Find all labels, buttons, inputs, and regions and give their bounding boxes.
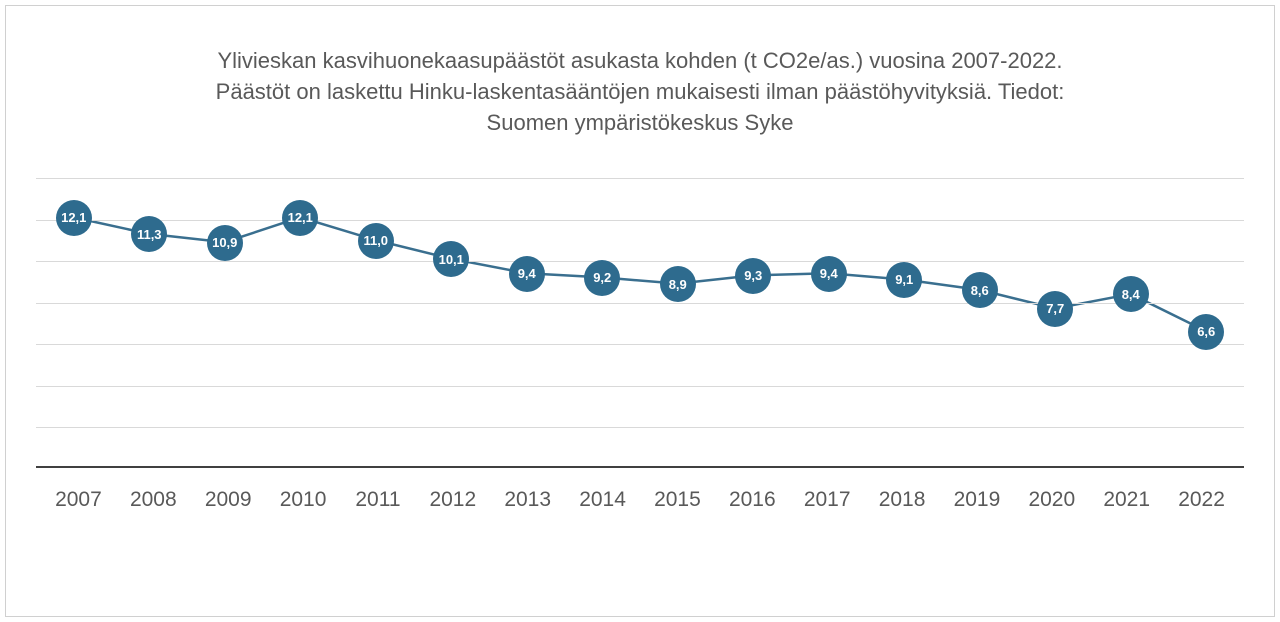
marker: 11,0 bbox=[358, 223, 394, 259]
marker: 9,4 bbox=[509, 256, 545, 292]
marker-label: 12,1 bbox=[288, 210, 313, 225]
gridline bbox=[36, 178, 1244, 179]
x-axis-label: 2009 bbox=[191, 488, 266, 512]
x-axis-label: 2016 bbox=[715, 488, 790, 512]
x-axis-label: 2014 bbox=[565, 488, 640, 512]
gridline bbox=[36, 344, 1244, 345]
data-point: 11,0 bbox=[358, 223, 394, 259]
gridline bbox=[36, 386, 1244, 387]
marker-label: 9,4 bbox=[518, 266, 536, 281]
x-axis-label: 2022 bbox=[1164, 488, 1239, 512]
x-axis-label: 2007 bbox=[41, 488, 116, 512]
marker-label: 8,6 bbox=[971, 283, 989, 298]
marker-label: 8,9 bbox=[669, 277, 687, 292]
data-point: 7,7 bbox=[1037, 291, 1073, 327]
data-point: 8,4 bbox=[1113, 276, 1149, 312]
marker: 6,6 bbox=[1188, 314, 1224, 350]
data-point: 9,4 bbox=[509, 256, 545, 292]
marker-label: 11,0 bbox=[363, 233, 388, 248]
data-point: 12,1 bbox=[56, 200, 92, 236]
x-axis-label: 2020 bbox=[1014, 488, 1089, 512]
x-axis-label: 2018 bbox=[865, 488, 940, 512]
marker-label: 9,4 bbox=[820, 266, 838, 281]
x-axis-label: 2021 bbox=[1089, 488, 1164, 512]
marker: 9,3 bbox=[735, 258, 771, 294]
data-point: 8,9 bbox=[660, 266, 696, 302]
data-point: 11,3 bbox=[131, 216, 167, 252]
data-point: 9,3 bbox=[735, 258, 771, 294]
data-point: 9,4 bbox=[811, 256, 847, 292]
x-axis-labels: 2007200820092010201120122013201420152016… bbox=[36, 488, 1244, 512]
marker-label: 9,1 bbox=[895, 272, 913, 287]
marker: 10,1 bbox=[433, 241, 469, 277]
marker-label: 11,3 bbox=[137, 227, 162, 242]
marker: 7,7 bbox=[1037, 291, 1073, 327]
x-axis-label: 2017 bbox=[790, 488, 865, 512]
marker: 12,1 bbox=[282, 200, 318, 236]
chart-container: Ylivieskan kasvihuonekaasupäästöt asukas… bbox=[5, 5, 1275, 617]
marker-label: 10,1 bbox=[439, 252, 464, 267]
x-axis-label: 2015 bbox=[640, 488, 715, 512]
marker-label: 6,6 bbox=[1197, 324, 1215, 339]
plot-area: 12,1 11,3 10,9 12,1 11,0 10,1 9,4 9,2 8,9 9,3 9,4 9… bbox=[36, 178, 1244, 468]
marker-label: 9,2 bbox=[593, 270, 611, 285]
x-axis-label: 2011 bbox=[341, 488, 416, 512]
marker-label: 8,4 bbox=[1122, 287, 1140, 302]
marker-label: 12,1 bbox=[61, 210, 86, 225]
data-point: 10,1 bbox=[433, 241, 469, 277]
data-point: 10,9 bbox=[207, 225, 243, 261]
data-point: 6,6 bbox=[1188, 314, 1224, 350]
x-axis-label: 2010 bbox=[266, 488, 341, 512]
x-axis-label: 2019 bbox=[940, 488, 1015, 512]
data-point: 9,1 bbox=[886, 262, 922, 298]
data-point: 12,1 bbox=[282, 200, 318, 236]
x-axis-line bbox=[36, 466, 1244, 468]
gridline bbox=[36, 261, 1244, 262]
marker: 9,4 bbox=[811, 256, 847, 292]
chart-title: Ylivieskan kasvihuonekaasupäästöt asukas… bbox=[190, 46, 1090, 138]
data-point: 8,6 bbox=[962, 272, 998, 308]
marker: 9,2 bbox=[584, 260, 620, 296]
marker: 8,9 bbox=[660, 266, 696, 302]
marker: 11,3 bbox=[131, 216, 167, 252]
marker: 8,6 bbox=[962, 272, 998, 308]
gridline bbox=[36, 427, 1244, 428]
marker: 12,1 bbox=[56, 200, 92, 236]
x-axis-label: 2012 bbox=[415, 488, 490, 512]
gridline bbox=[36, 220, 1244, 221]
marker-label: 9,3 bbox=[744, 268, 762, 283]
marker: 8,4 bbox=[1113, 276, 1149, 312]
marker: 10,9 bbox=[207, 225, 243, 261]
data-point: 9,2 bbox=[584, 260, 620, 296]
x-axis-label: 2008 bbox=[116, 488, 191, 512]
marker-label: 7,7 bbox=[1046, 301, 1064, 316]
marker: 9,1 bbox=[886, 262, 922, 298]
marker-label: 10,9 bbox=[212, 235, 237, 250]
x-axis-label: 2013 bbox=[490, 488, 565, 512]
